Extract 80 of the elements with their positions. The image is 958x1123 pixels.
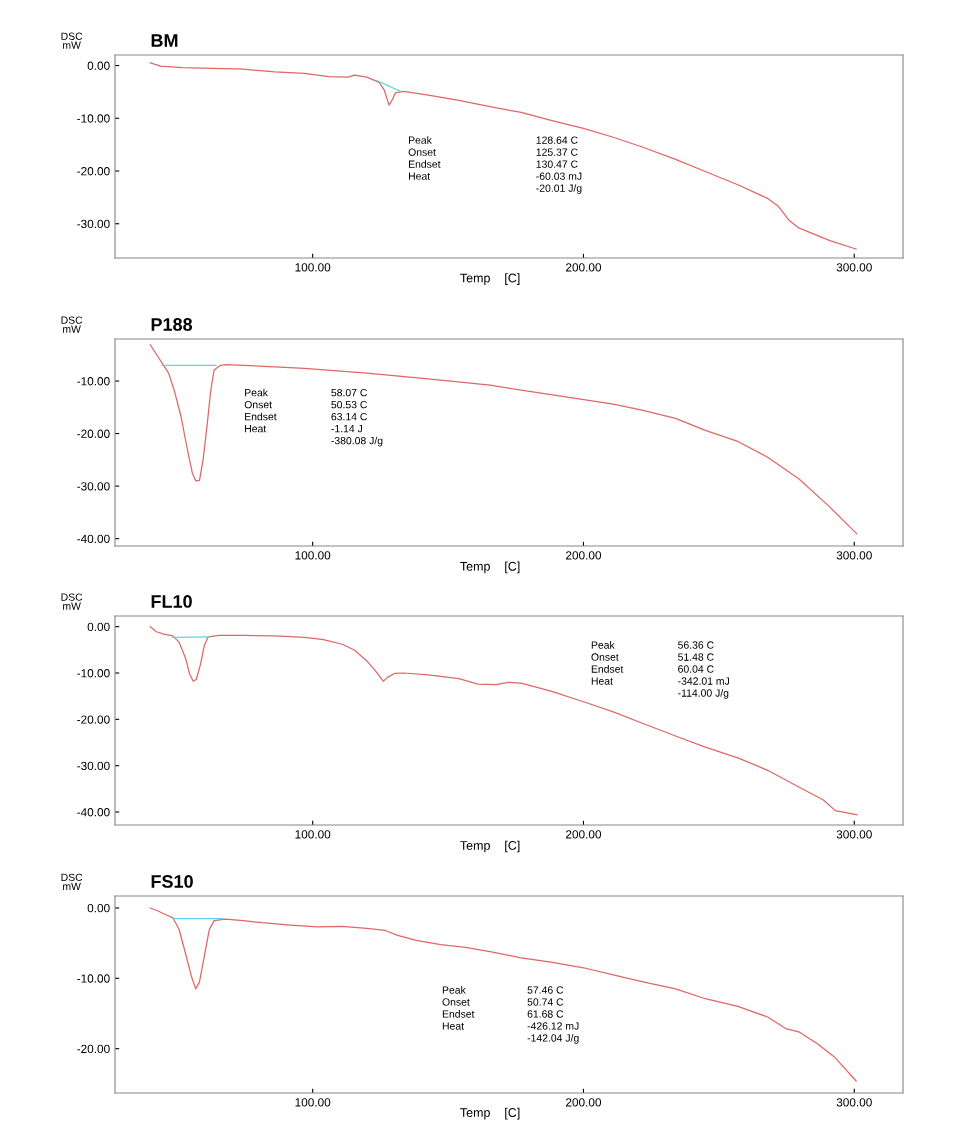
y-tick-label: -20.00 (77, 429, 110, 438)
annotation: 60.04 C (678, 665, 714, 673)
annotation: Peak (408, 136, 432, 144)
chart-title: BM (151, 34, 178, 47)
y-axis-title: DSC mW (61, 873, 83, 890)
annotation: -380.08 J/g (331, 436, 383, 447)
annotation: -426.12 mJ (527, 1022, 579, 1030)
x-tick-label: 300.00 (836, 830, 872, 839)
x-tick-label: 200.00 (566, 263, 602, 272)
annotation: -342.01 mJ (678, 677, 729, 685)
y-tick-label: -10.00 (77, 377, 110, 386)
annotation: 130.47 C (536, 160, 578, 168)
x-tick-label: 200.00 (566, 551, 602, 560)
x-tick-label: 200.00 (566, 830, 602, 839)
annotation: Endset (442, 1010, 475, 1018)
chart-title: P188 (151, 318, 193, 331)
y-tick-label: -20.00 (77, 715, 110, 724)
annotation: Peak (591, 641, 615, 649)
annotation: Heat (408, 172, 431, 180)
y-tick-label: -30.00 (77, 219, 110, 229)
annotation: Endset (591, 665, 624, 673)
annotation: 56.36 C (678, 641, 714, 649)
line-series (149, 344, 858, 535)
annotation: 63.14 C (331, 412, 367, 421)
y-axis-title: DSC mW (61, 593, 83, 610)
y-tick-label: -40.00 (77, 808, 110, 817)
chart-title: FL10 (151, 595, 192, 608)
line-series (149, 907, 857, 1082)
annotation: 61.68 C (527, 1010, 564, 1018)
chart-title: FS10 (151, 875, 193, 888)
x-tick-label: 100.00 (295, 551, 331, 560)
x-axis-title: Temp [C] (460, 840, 520, 853)
annotation: -114.00 J/g (678, 689, 729, 699)
x-tick-label: 100.00 (295, 263, 331, 272)
annotation: Heat (591, 677, 613, 685)
y-tick-label: -10.00 (77, 974, 110, 983)
annotation: Heat (442, 1022, 464, 1030)
line-series (149, 62, 857, 250)
y-tick-label: -30.00 (77, 482, 110, 491)
y-tick-label: -40.00 (77, 534, 110, 544)
annotation: Onset (591, 653, 619, 661)
x-axis-title: Temp [C] (460, 561, 520, 574)
annotation: Endset (408, 160, 441, 168)
annotation: 58.07 C (331, 388, 367, 397)
annotation: Heat (245, 425, 267, 433)
x-tick-label: 300.00 (836, 1098, 872, 1107)
annotation: -60.03 mJ (536, 172, 582, 180)
annotation: Onset (244, 400, 272, 409)
y-tick-label: 0.00 (87, 622, 110, 632)
x-tick-label: 200.00 (566, 1098, 602, 1107)
annotation: 50.53 C (331, 400, 367, 409)
y-axis-title: DSC mW (61, 32, 83, 49)
x-tick-label: 100.00 (295, 830, 331, 839)
y-tick-label: -30.00 (77, 761, 110, 771)
annotation: -1.14 J (331, 425, 362, 433)
annotation: 51.48 C (678, 653, 714, 661)
y-tick-label: -10.00 (77, 114, 110, 123)
annotation: Endset (245, 412, 277, 421)
x-axis-title: Temp [C] (460, 273, 520, 285)
annotation: 57.46 C (527, 986, 564, 994)
y-tick-label: -20.00 (77, 1044, 110, 1054)
annotation: -142.04 J/g (527, 1034, 579, 1044)
x-axis-title: Temp [C] (460, 1107, 520, 1120)
annotation: 50.74 C (527, 998, 564, 1006)
x-tick-label: 300.00 (836, 551, 872, 560)
annotation: 128.64 C (536, 136, 578, 144)
y-axis-title: DSC mW (61, 316, 83, 333)
annotation: Onset (408, 148, 436, 156)
annotation: 125.37 C (536, 148, 578, 156)
annotation: Peak (245, 388, 268, 397)
line-series (149, 626, 858, 816)
x-tick-label: 300.00 (836, 263, 872, 272)
y-tick-label: 0.00 (87, 903, 110, 913)
x-tick-label: 100.00 (295, 1098, 331, 1107)
y-tick-label: -10.00 (77, 669, 110, 678)
annotation: Onset (442, 998, 470, 1006)
y-tick-label: -20.00 (77, 167, 110, 176)
annotation: Peak (442, 986, 466, 994)
y-tick-label: 0.00 (87, 61, 110, 70)
annotation: -20.01 J/g (536, 184, 582, 194)
